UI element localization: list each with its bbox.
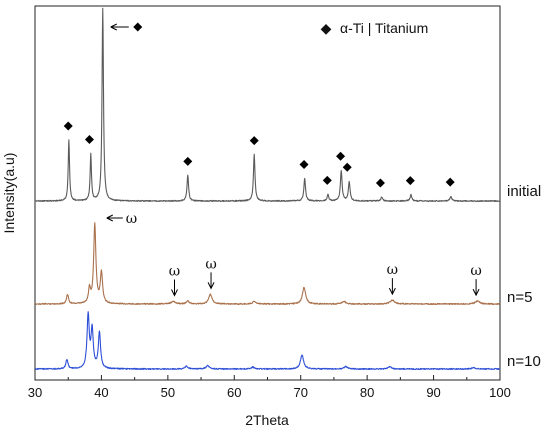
series-line-n-10: [35, 311, 500, 371]
legend-label: α-Ti | Titanium: [340, 20, 428, 36]
x-tick-label: 70: [293, 385, 307, 400]
left-arrow-icon-head: [110, 23, 117, 31]
phase-diamond-marker: [183, 156, 193, 166]
y-axis-label: Intensity(a.u): [1, 153, 17, 234]
phase-diamond-marker: [405, 176, 415, 186]
omega-label: ω: [387, 262, 398, 278]
x-axis-label: 2Theta: [245, 412, 289, 428]
down-arrow-icon-head: [207, 282, 215, 290]
x-tick-label: 60: [227, 385, 241, 400]
series-labels: initial n=5 n=10: [507, 183, 541, 370]
series-label-n-5: n=5: [507, 289, 532, 306]
omega-label: ω: [169, 263, 180, 279]
x-tick-label: 40: [94, 385, 108, 400]
phase-diamond-marker: [84, 135, 94, 145]
series-label-initial: initial: [507, 183, 541, 200]
series-layer: [35, 7, 500, 371]
phase-diamond-marker: [342, 162, 352, 172]
x-tick-label: 80: [360, 385, 374, 400]
x-tick-label: 30: [28, 385, 42, 400]
phase-diamond-marker: [249, 136, 259, 146]
phase-diamond-marker: [336, 151, 346, 161]
series-label-n-10: n=10: [507, 353, 541, 370]
legend: ◆ α-Ti | Titanium: [321, 20, 429, 36]
x-tick-label: 50: [161, 385, 175, 400]
series-line-n-5: [35, 222, 500, 306]
down-arrow-icon-head: [171, 289, 178, 297]
down-arrow-icon-head: [388, 287, 396, 296]
phase-diamond-marker: [445, 177, 455, 187]
top-peak-diamond-marker: [133, 22, 143, 32]
omega-peak-label: ω: [126, 211, 137, 227]
plot-frame: [34, 5, 501, 381]
omega-label: ω: [205, 256, 216, 272]
down-arrow-icon-head: [472, 288, 480, 297]
phase-diamond-marker: [322, 175, 332, 185]
phase-diamond-marker: [299, 160, 309, 170]
series-line-initial: [35, 7, 500, 203]
phase-diamond-marker: [375, 178, 385, 188]
x-ticks: 30 40 50 60 70 80 90 100: [28, 375, 511, 400]
phase-diamond-marker: [63, 121, 73, 131]
omega-label: ω: [470, 263, 481, 279]
x-tick-label: 90: [426, 385, 440, 400]
marker-layer: ω ω ω ω ω: [63, 22, 482, 297]
legend-diamond-icon: ◆: [321, 20, 332, 36]
x-tick-label: 100: [489, 385, 511, 400]
left-arrow-icon-head: [106, 214, 114, 222]
